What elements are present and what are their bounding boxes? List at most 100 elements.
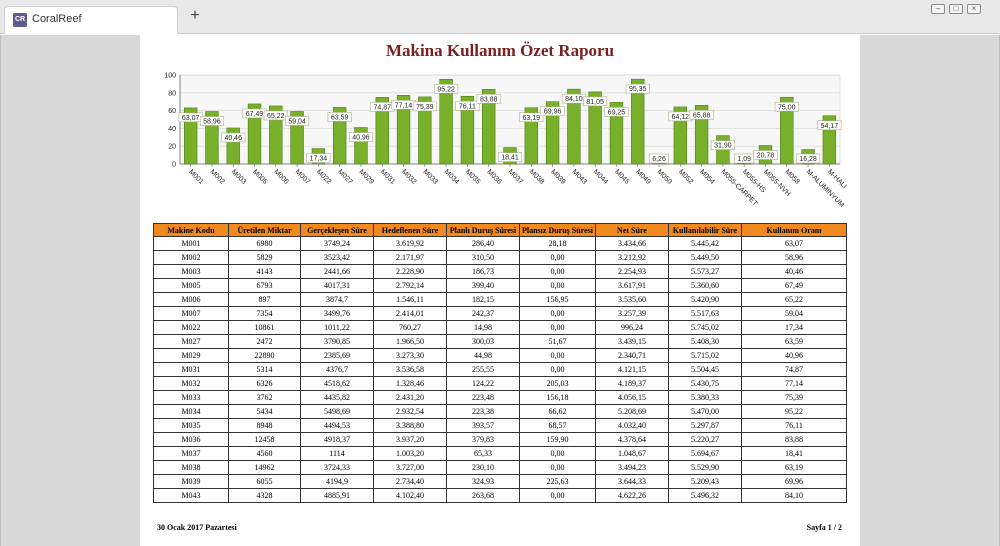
- table-cell: 2.228,90: [373, 264, 447, 279]
- x-tick-label: M003: [230, 168, 247, 185]
- table-cell: 1.966,50: [373, 334, 447, 349]
- report-viewer[interactable]: Makina Kullanım Özet Raporu 0 20 40 60 80 100…: [0, 35, 1000, 546]
- minimize-icon[interactable]: –: [931, 4, 945, 14]
- data-label: 81,05: [586, 99, 604, 106]
- data-label-box: [263, 110, 288, 121]
- table-cell: M003: [153, 264, 229, 279]
- y-tick-label: 20: [168, 144, 176, 151]
- table-cell: M036: [153, 432, 229, 447]
- data-label-box: [221, 132, 246, 143]
- x-tick-label: M038: [528, 168, 545, 185]
- data-label-box: [455, 101, 480, 111]
- column-header: Üretilen Miktar: [228, 223, 301, 237]
- table-cell: 3724,33: [300, 460, 374, 475]
- table-cell: 3.257,39: [594, 306, 669, 321]
- table-cell: 2.340,71: [594, 348, 669, 363]
- table-cell: 3.644,33: [594, 474, 669, 489]
- x-tick-label: M054: [698, 168, 715, 185]
- x-tick-label: M027: [336, 168, 353, 185]
- x-tick-label: M006: [272, 168, 289, 185]
- data-label-box: [476, 94, 501, 104]
- table-cell: 5.430,75: [667, 376, 742, 391]
- restore-icon[interactable]: □: [949, 4, 963, 14]
- table-cell: 4194,9: [300, 474, 374, 489]
- report-title: Makina Kullanım Özet Raporu: [385, 41, 615, 60]
- table-cell: 1.003,20: [373, 446, 447, 461]
- table-cell: 286,40: [446, 236, 520, 251]
- table-cell: 4.189,37: [594, 376, 669, 391]
- x-tick-label: M055-CARPET: [719, 168, 759, 208]
- data-label: 74,87: [373, 104, 391, 111]
- table-cell: 310,50: [446, 250, 520, 265]
- table-cell: 6055: [228, 474, 301, 489]
- x-tick-label: M039: [549, 168, 566, 185]
- data-label: 31,90: [714, 143, 732, 150]
- table-cell: 2.792,14: [373, 278, 447, 293]
- table-cell: 76,11: [740, 418, 847, 433]
- table-cell: 77,14: [740, 376, 847, 391]
- table-cell: 95,22: [740, 404, 847, 419]
- data-label: 6,26: [652, 156, 666, 163]
- table-cell: 4328: [228, 488, 301, 503]
- table-row: M027 2472 3790,85 1.966,50 300,03 51,67 3.439,…: [153, 334, 847, 349]
- table-cell: 0,00: [519, 320, 596, 335]
- table-cell: 12458: [228, 432, 301, 447]
- table-row: M035 8948 4494,53 3.388,80 393,57 68,57 4.032,…: [153, 418, 847, 433]
- table-cell: 4143: [228, 264, 301, 279]
- table-cell: M022: [153, 320, 229, 335]
- x-tick-label: M002: [209, 168, 226, 185]
- x-tick-label: M033: [421, 168, 438, 185]
- table-cell: 223,38: [446, 404, 520, 419]
- close-icon[interactable]: ×: [967, 4, 981, 14]
- browser-tab[interactable]: CR CoralReef: [4, 6, 178, 34]
- table-cell: 84,10: [740, 488, 847, 503]
- table-cell: 69,96: [740, 474, 847, 489]
- table-cell: 66,62: [519, 404, 596, 419]
- x-tick-label: M043: [570, 168, 587, 185]
- data-label: 77,14: [395, 102, 413, 109]
- table-cell: M027: [153, 334, 229, 349]
- table-cell: M031: [153, 362, 229, 377]
- column-header: Makine Kodu: [153, 223, 229, 237]
- table-cell: 3.937,20: [373, 432, 447, 447]
- table-cell: 399,40: [446, 278, 520, 293]
- x-tick-label: M049: [634, 168, 651, 185]
- x-tick-label: M036: [485, 168, 502, 185]
- x-tick-label: M029: [358, 168, 375, 185]
- table-cell: 5.470,00: [667, 404, 742, 419]
- x-tick-label: M045: [613, 168, 630, 185]
- table-cell: 65,33: [446, 446, 520, 461]
- table-cell: 4435,82: [300, 390, 374, 405]
- table-cell: 2.254,93: [594, 264, 669, 279]
- data-label: 40,46: [224, 135, 242, 142]
- table-cell: 263,68: [446, 488, 520, 503]
- table-cell: 5.517,63: [667, 306, 742, 321]
- table-cell: 3.273,30: [373, 348, 447, 363]
- table-cell: 223,48: [446, 390, 520, 405]
- data-label-box: [348, 132, 373, 142]
- new-tab-button[interactable]: +: [190, 7, 200, 24]
- x-tick-label: M007: [294, 168, 311, 185]
- table-cell: 1.546,11: [373, 292, 447, 307]
- table-cell: 83,88: [740, 432, 847, 447]
- data-label-box: [285, 116, 310, 126]
- table-cell: M039: [153, 474, 229, 489]
- data-label-box: [199, 116, 224, 126]
- table-row: M038 14962 3724,33 3.727,00 230,10 0,00 3.494,…: [153, 460, 847, 475]
- table-cell: 5.209,43: [667, 474, 742, 489]
- table-cell: 58,96: [740, 250, 847, 265]
- x-tick-label: M032: [400, 168, 417, 185]
- data-label-box: [796, 153, 821, 164]
- data-label-box: [327, 112, 352, 122]
- table-cell: 4.032,40: [594, 418, 669, 433]
- table-cell: 6793: [228, 278, 301, 293]
- table-cell: 63,07: [740, 236, 847, 251]
- table-row: M033 3762 4435,82 2.431,20 223,48 156,18 4.056…: [153, 390, 847, 405]
- data-label: 64,12: [672, 114, 690, 121]
- data-label: 65,22: [267, 113, 285, 120]
- data-label: 67,49: [246, 111, 264, 118]
- y-tick-label: 100: [164, 73, 176, 80]
- x-tick-label: M034: [443, 168, 460, 185]
- table-cell: 3.619,92: [373, 236, 447, 251]
- table-cell: 65,22: [740, 292, 847, 307]
